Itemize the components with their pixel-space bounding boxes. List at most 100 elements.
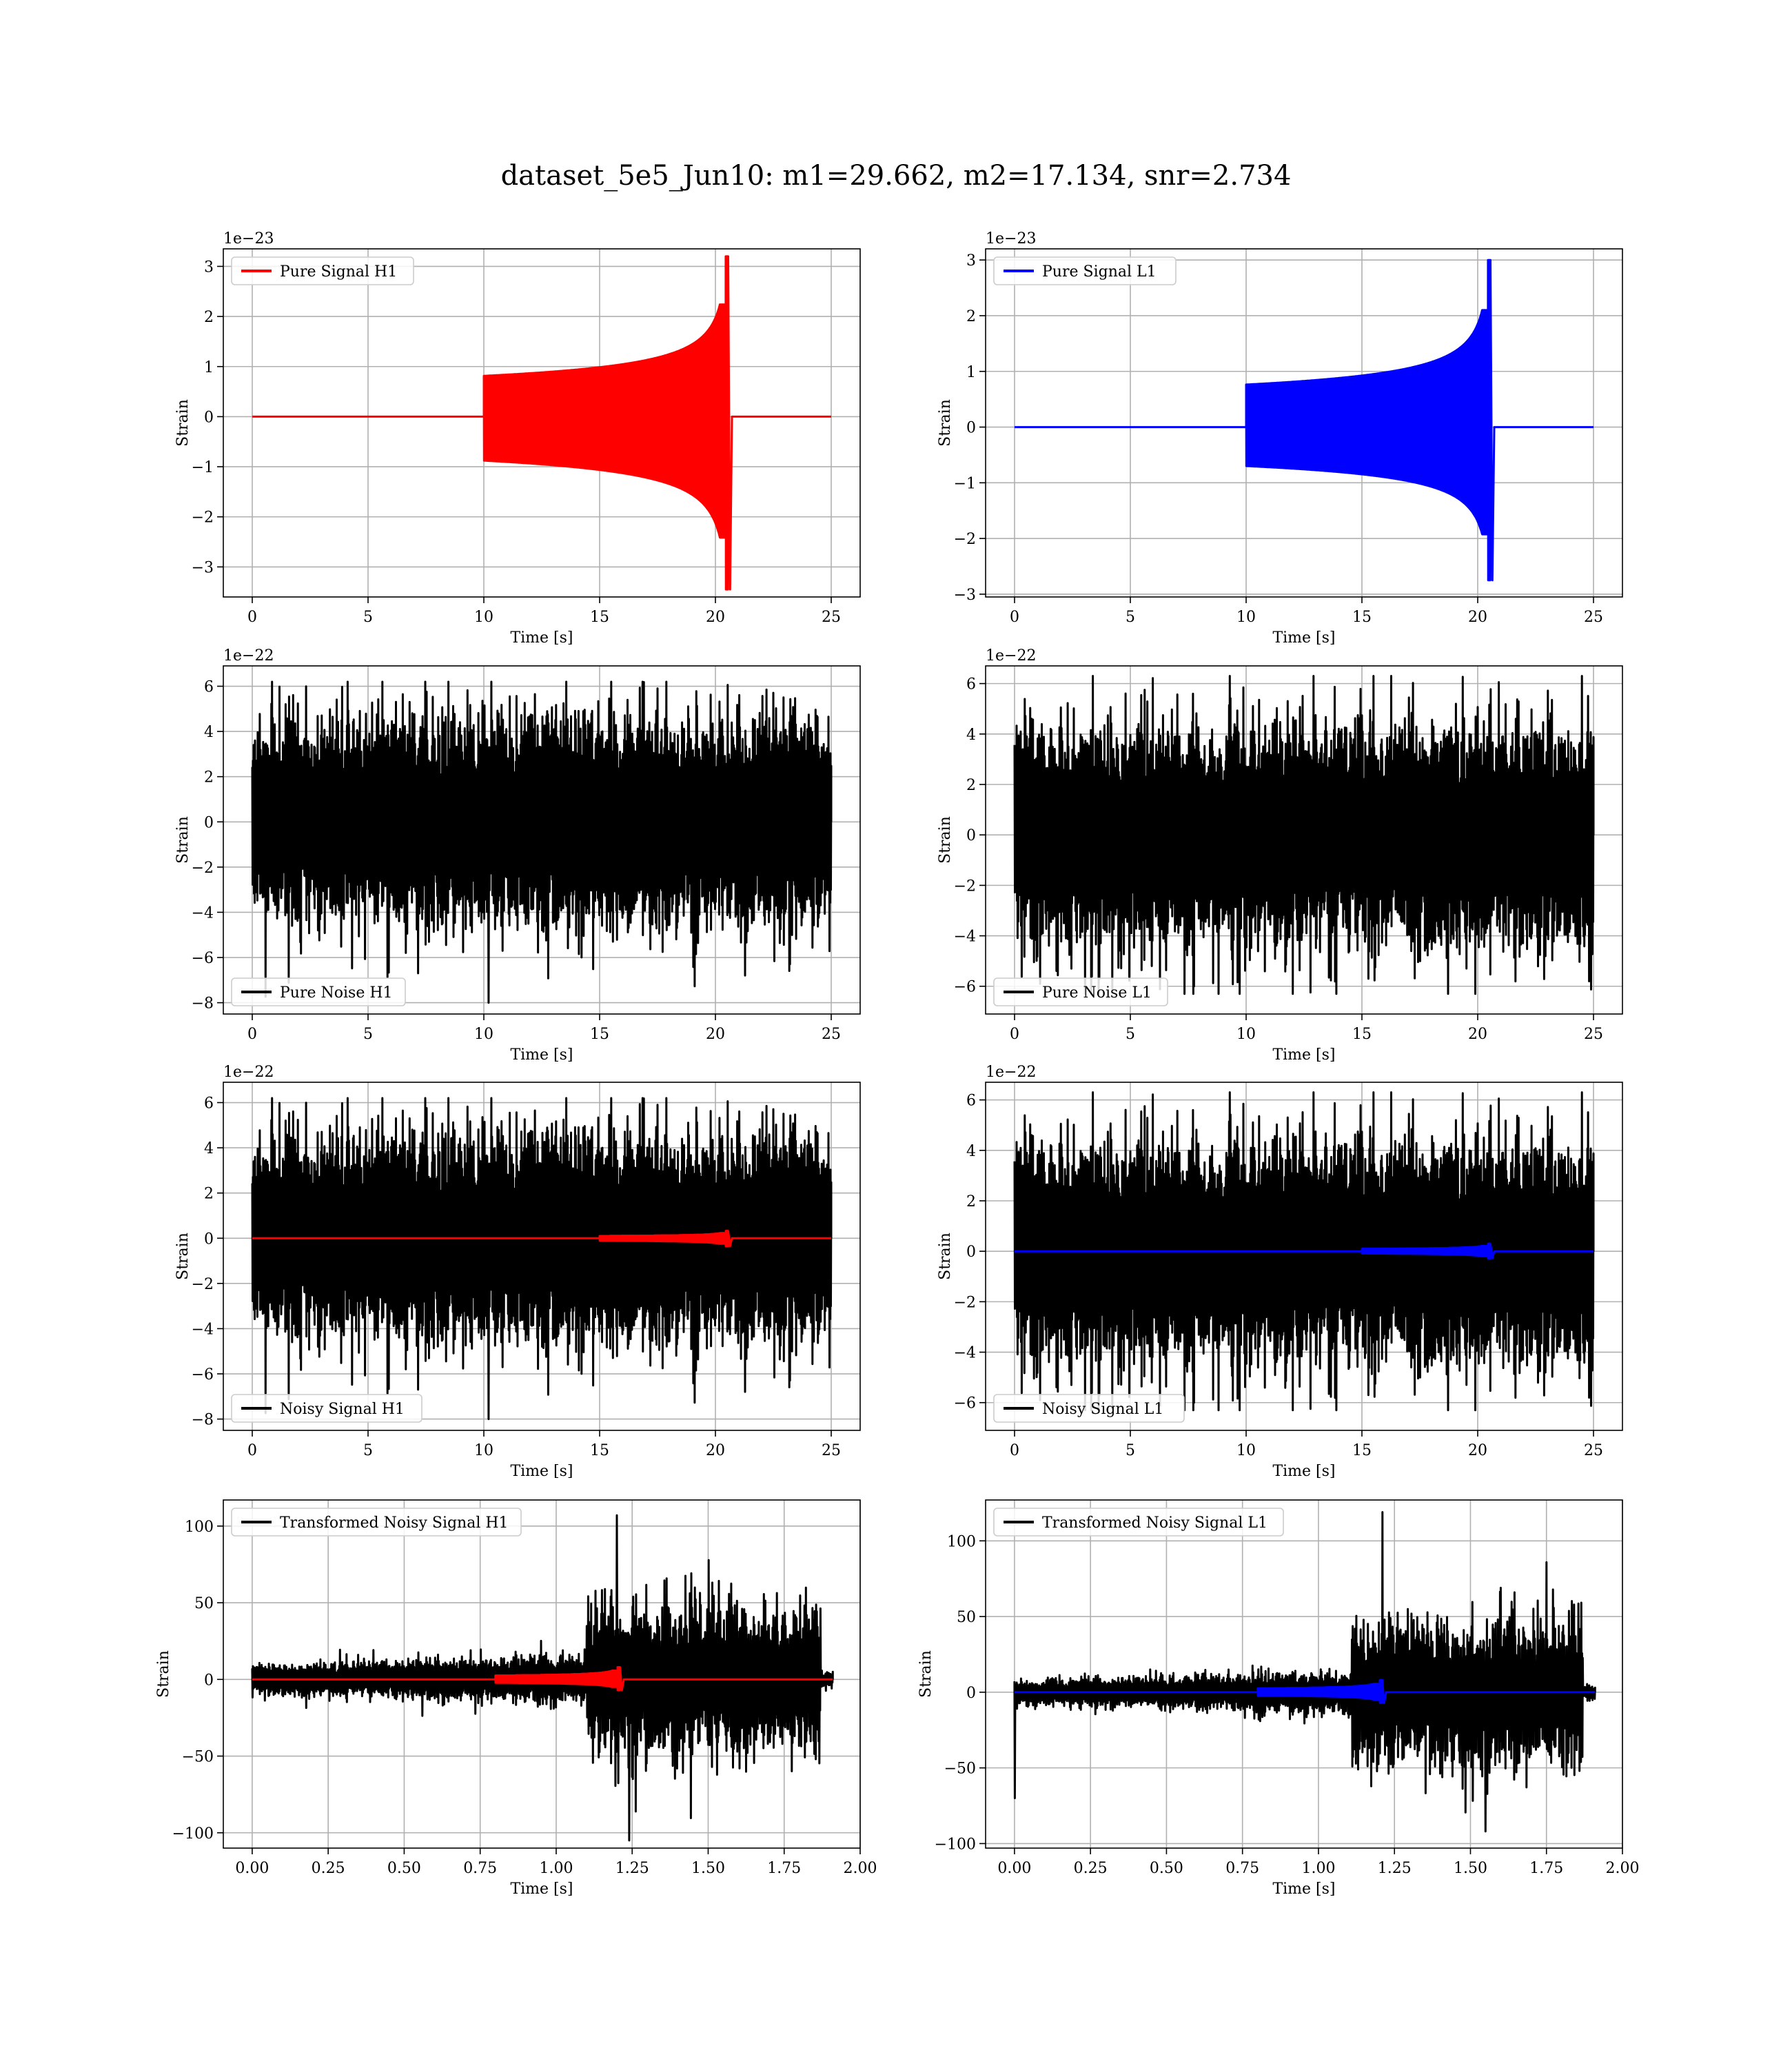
series-line xyxy=(252,255,831,591)
y-tick-label: −2 xyxy=(192,860,214,877)
legend-box xyxy=(231,1394,422,1423)
legend-label: Pure Signal L1 xyxy=(1042,263,1157,281)
y-tick-label: −8 xyxy=(192,1412,214,1429)
axes-frame xyxy=(223,1499,861,1849)
x-tick-label: 15 xyxy=(590,1442,609,1459)
x-tick-label: 0 xyxy=(1010,1442,1019,1459)
y-tick-label: 0 xyxy=(204,409,214,426)
x-tick-label: 25 xyxy=(1584,1026,1603,1043)
series-line xyxy=(251,1097,833,1421)
axes-frame xyxy=(223,248,861,598)
y-tick-label: −100 xyxy=(172,1825,214,1843)
series-line xyxy=(252,1666,833,1692)
x-tick-label: 0.75 xyxy=(463,1860,497,1877)
x-tick-label: 1.75 xyxy=(1529,1860,1563,1877)
x-tick-label: 1.00 xyxy=(1301,1860,1335,1877)
x-tick-label: 10 xyxy=(1236,609,1256,626)
axis-offset-text: 1e−22 xyxy=(223,1064,274,1081)
chart-pure-noise-l1: 0 5 10 15 20 25 −6 −4 −2 0 2 4 6 Time [s] Strain 1e−22 P… xyxy=(937,647,1623,1064)
x-tick-label: 10 xyxy=(1236,1442,1256,1459)
x-tick-label: 25 xyxy=(822,609,841,626)
chart-transformed-noisy-signal-l1: 0.00 0.25 0.50 0.75 1.00 1.25 1.50 1.75 2.00 −100… xyxy=(917,1499,1640,1898)
y-tick-label: 1 xyxy=(204,359,214,376)
series-line xyxy=(1013,675,1595,995)
y-tick-label: −2 xyxy=(192,509,214,527)
axes-frame xyxy=(985,1082,1623,1431)
x-tick-label: 0 xyxy=(247,1442,257,1459)
x-tick-label: 2.00 xyxy=(844,1860,877,1877)
x-tick-label: 20 xyxy=(706,1442,725,1459)
y-tick-label: 2 xyxy=(204,309,214,326)
y-tick-label: 2 xyxy=(204,1186,214,1203)
y-tick-label: 100 xyxy=(947,1533,976,1550)
y-tick-label: 3 xyxy=(204,258,214,276)
x-tick-label: 5 xyxy=(1126,1442,1135,1459)
series-line xyxy=(252,1230,831,1248)
y-tick-label: 4 xyxy=(966,1143,976,1160)
x-tick-label: 25 xyxy=(822,1026,841,1043)
y-tick-label: −50 xyxy=(182,1749,214,1766)
x-tick-label: 1.75 xyxy=(767,1860,801,1877)
y-tick-label: 0 xyxy=(204,1230,214,1248)
y-tick-label: 0 xyxy=(966,420,976,437)
legend-box xyxy=(993,256,1177,285)
y-tick-label: −2 xyxy=(192,1276,214,1293)
y-tick-label: 0 xyxy=(966,1244,976,1261)
y-tick-label: 0 xyxy=(204,814,214,831)
axes-frame xyxy=(223,665,861,1015)
x-tick-label: 15 xyxy=(1352,1026,1372,1043)
x-tick-label: 20 xyxy=(706,1026,725,1043)
x-tick-label: 20 xyxy=(1468,1442,1487,1459)
y-axis-label: Strain xyxy=(174,1233,192,1280)
x-tick-label: 0.25 xyxy=(312,1860,345,1877)
x-tick-label: 0 xyxy=(247,1026,257,1043)
axes-frame xyxy=(223,1082,861,1431)
x-tick-label: 1.50 xyxy=(1454,1860,1487,1877)
x-tick-label: 15 xyxy=(590,1026,609,1043)
chart-transformed-noisy-signal-h1: 0.00 0.25 0.50 0.75 1.00 1.25 1.50 1.75 2.00 −100… xyxy=(155,1499,877,1898)
y-axis-label: Strain xyxy=(155,1650,172,1698)
axis-offset-text: 1e−23 xyxy=(986,230,1036,247)
x-tick-label: 15 xyxy=(590,609,609,626)
legend-label: Noisy Signal L1 xyxy=(1042,1401,1163,1418)
x-tick-label: 1.50 xyxy=(691,1860,725,1877)
y-tick-label: 3 xyxy=(966,252,976,270)
x-tick-label: 2.00 xyxy=(1606,1860,1640,1877)
legend-label: Transformed Noisy Signal H1 xyxy=(280,1514,509,1532)
series-line xyxy=(1014,1679,1596,1704)
series-line xyxy=(251,680,833,1004)
x-tick-label: 15 xyxy=(1352,609,1372,626)
x-axis-label: Time [s] xyxy=(1272,1881,1335,1898)
y-tick-label: 0 xyxy=(966,827,976,844)
series-line xyxy=(1015,1242,1594,1259)
x-tick-label: 20 xyxy=(1468,1026,1487,1043)
y-tick-label: −2 xyxy=(954,531,976,548)
y-axis-label: Strain xyxy=(937,399,954,447)
y-tick-label: 6 xyxy=(966,1093,976,1110)
y-tick-label: 2 xyxy=(204,769,214,787)
x-tick-label: 10 xyxy=(474,1026,493,1043)
chart-pure-signal-h1: 0 5 10 15 20 25 −3 −2 −1 0 1 2 3 Time [s] Strain 1e−23 P… xyxy=(174,230,861,647)
x-tick-label: 1.25 xyxy=(615,1860,649,1877)
y-tick-label: −6 xyxy=(954,979,976,996)
y-tick-label: −1 xyxy=(192,459,214,476)
x-tick-label: 5 xyxy=(1126,1026,1135,1043)
axis-offset-text: 1e−23 xyxy=(223,230,274,247)
x-tick-label: 0.00 xyxy=(997,1860,1031,1877)
y-tick-label: −50 xyxy=(944,1761,976,1778)
y-axis-label: Strain xyxy=(917,1650,935,1698)
y-tick-label: 0 xyxy=(204,1672,214,1689)
x-tick-label: 10 xyxy=(474,1442,493,1459)
x-tick-label: 20 xyxy=(1468,609,1487,626)
axis-offset-text: 1e−22 xyxy=(986,1064,1036,1081)
x-tick-label: 0.75 xyxy=(1225,1860,1259,1877)
x-axis-label: Time [s] xyxy=(1272,1046,1335,1064)
y-tick-label: −2 xyxy=(954,878,976,895)
y-axis-label: Strain xyxy=(937,1233,954,1280)
x-axis-label: Time [s] xyxy=(510,629,573,647)
y-tick-label: 4 xyxy=(204,724,214,741)
legend-box xyxy=(993,1394,1185,1423)
series-line xyxy=(1015,258,1594,582)
y-axis-label: Strain xyxy=(937,816,954,864)
